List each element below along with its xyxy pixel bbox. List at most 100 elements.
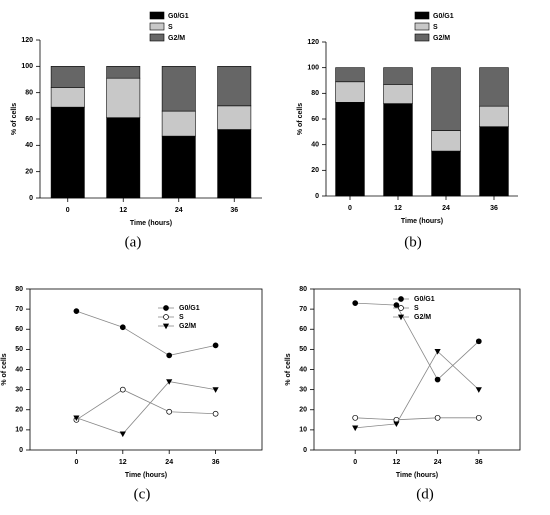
bar-segment [431,150,461,197]
data-point [475,387,482,393]
data-point [434,376,441,383]
y-axis-label: % of cells [297,103,304,135]
legend-marker [398,305,404,311]
y-tick-label: 0 [315,193,319,200]
x-axis-label: Time (hours) [125,472,167,479]
y-tick-label: 30 [15,386,23,393]
bar-segment [50,87,85,108]
y-tick-label: 0 [303,447,307,454]
legend-label: G2/M [179,323,196,330]
legend-label: G2/M [168,35,185,42]
x-tick-label: 0 [348,205,352,212]
x-tick-label: 12 [394,205,402,212]
y-tick-label: 0 [19,447,23,454]
y-tick-label: 50 [299,346,307,353]
y-tick-label: 20 [311,167,319,174]
x-tick-label: 0 [353,459,357,466]
legend-marker [163,305,169,311]
series-line [76,389,216,421]
data-point [352,414,359,421]
legend-label: S [414,305,419,312]
bar-segment [335,102,365,197]
bar-segment [161,135,196,199]
x-tick-label: 12 [393,459,401,466]
data-point [212,387,219,393]
y-tick-label: 60 [299,326,307,333]
legend-label: S [433,24,438,31]
legend-label: G0/G1 [433,13,454,20]
data-point [212,410,219,417]
x-tick-label: 24 [442,205,450,212]
y-tick-label: 80 [25,90,33,97]
y-tick-label: 20 [25,169,33,176]
series-line [76,310,216,356]
bar-segment [161,110,196,137]
bar-segment [106,66,141,79]
y-tick-label: 70 [299,306,307,313]
bar-segment [383,84,413,104]
x-tick-label: 36 [475,459,483,466]
legend-label: G2/M [414,314,431,321]
series-line [355,417,479,421]
y-tick-label: 80 [311,90,319,97]
y-tick-label: 120 [307,39,319,46]
legend-swatch [149,22,165,31]
legend-label: S [168,24,173,31]
data-point [475,338,482,345]
y-tick-label: 40 [15,366,23,373]
data-point [352,300,359,306]
y-tick-label: 10 [299,427,307,434]
bar-segment [217,66,252,107]
x-axis-label: Time (hours) [396,472,438,479]
legend-swatch [414,33,430,42]
x-tick-label: 36 [230,207,238,214]
y-tick-label: 50 [15,346,23,353]
legend-swatch [414,22,430,31]
x-tick-label: 0 [74,459,78,466]
data-point [73,415,80,422]
y-tick-label: 100 [307,65,319,72]
legend-marker [397,314,405,321]
legend-label: S [179,314,184,321]
bar-segment [479,67,509,107]
bar-segment [383,103,413,197]
legend-marker [398,296,404,302]
y-axis-label: % of cells [285,353,292,385]
bar-segment [335,67,365,83]
bar-segment [479,105,509,127]
legend-label: G2/M [433,35,450,42]
y-tick-label: 20 [15,407,23,414]
data-point [434,414,441,421]
panel-label: (d) [416,486,434,502]
series-line [76,381,216,435]
legend-marker [162,323,170,330]
bar-segment [106,117,141,199]
data-point [393,421,400,428]
data-point [166,379,173,385]
y-tick-label: 60 [25,116,33,123]
bar-segment [50,66,85,88]
data-point [119,386,126,393]
x-tick-label: 0 [66,207,70,214]
legend-swatch [414,11,430,20]
data-point [119,324,126,331]
y-tick-label: 30 [299,386,307,393]
legend-swatch [149,33,165,42]
x-axis-label: Time (hours) [130,220,172,227]
bar-segment [217,105,252,130]
y-tick-label: 80 [15,286,23,293]
x-tick-label: 36 [212,459,220,466]
data-point [166,352,173,359]
y-tick-label: 60 [311,116,319,123]
bar-segment [50,106,85,199]
series-line [355,302,480,381]
bar-segment [383,67,413,85]
data-point [119,431,126,438]
data-point [475,414,482,421]
x-tick-label: 12 [119,207,127,214]
y-tick-label: 60 [15,326,23,333]
y-tick-label: 40 [299,366,307,373]
data-point [434,349,441,355]
series-line [355,350,480,429]
